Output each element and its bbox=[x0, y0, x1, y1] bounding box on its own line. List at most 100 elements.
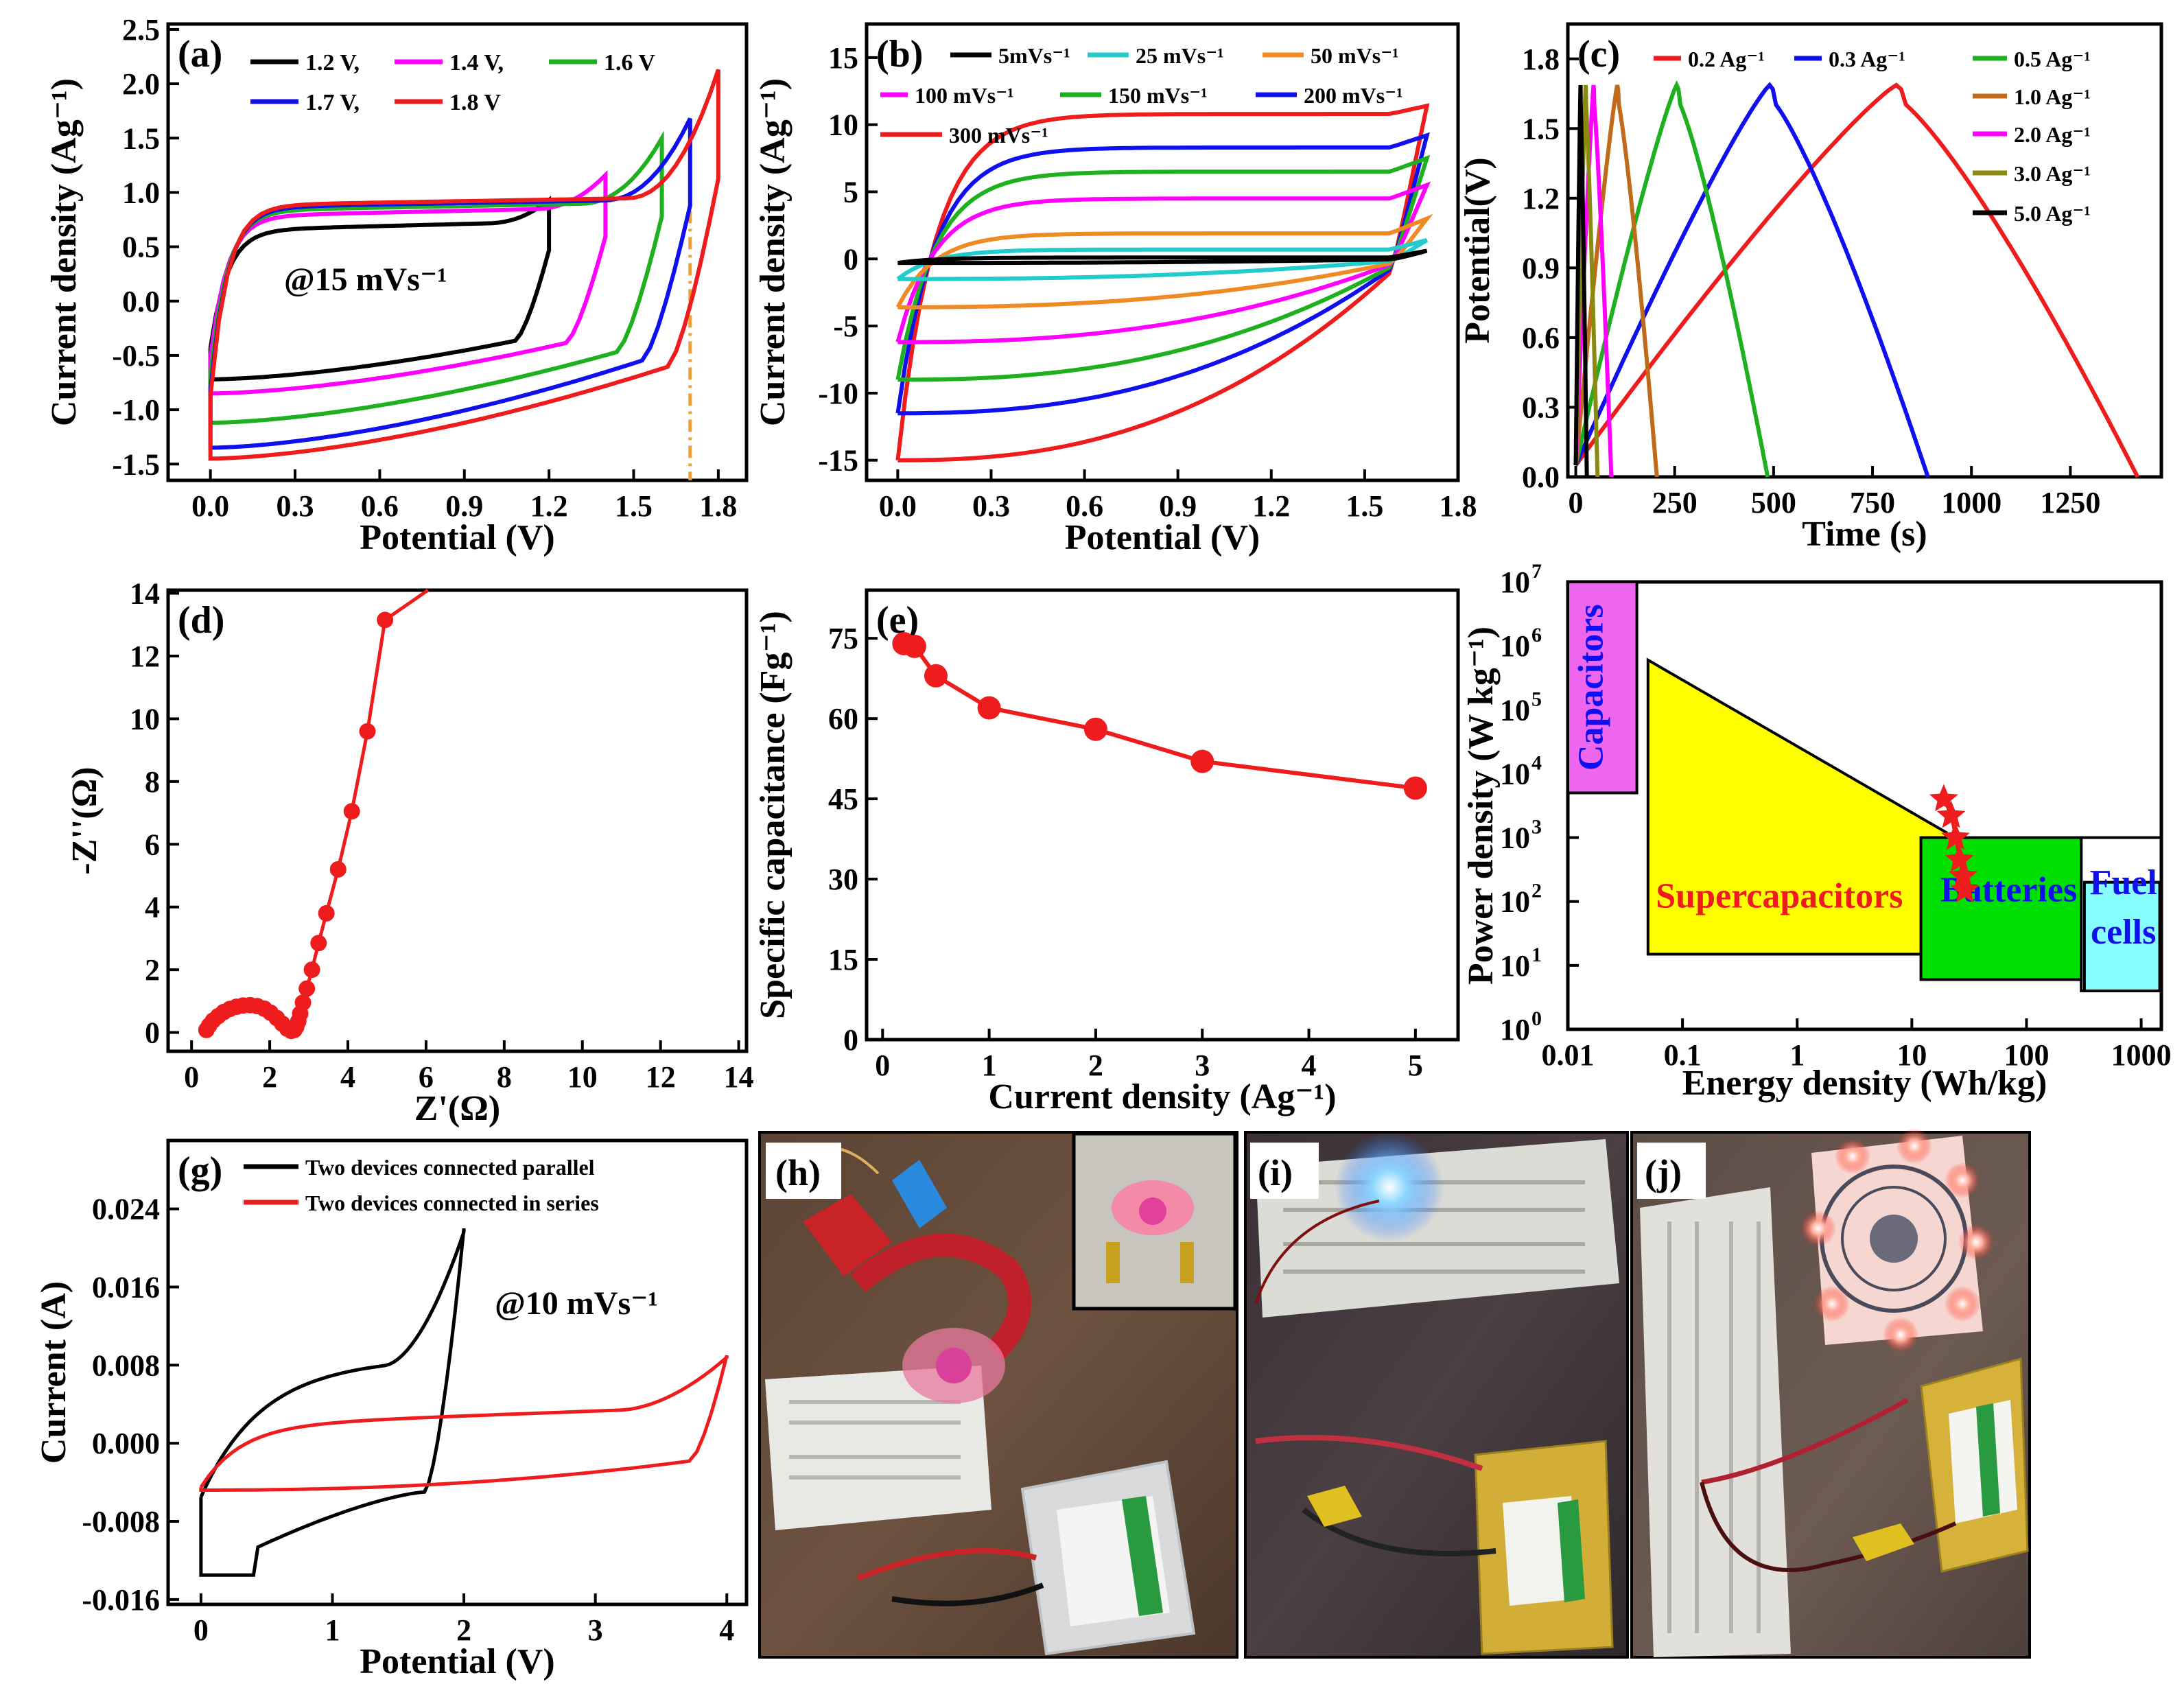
x-tick-label: 0 bbox=[193, 1613, 209, 1647]
legend-label: 1.6 V bbox=[604, 50, 655, 75]
legend-label: 1.8 V bbox=[449, 90, 501, 115]
y-tick-exponent: 0 bbox=[1531, 1007, 1542, 1030]
x-tick-label: 1000 bbox=[1941, 486, 2001, 519]
cells-label: cells bbox=[2091, 913, 2156, 952]
y-tick-label: 0.6 bbox=[1522, 321, 1560, 355]
capacitors-region bbox=[1566, 581, 1639, 795]
gcd-curve-0.5 bbox=[1573, 80, 1770, 478]
y-tick-label: 4 bbox=[145, 891, 160, 924]
x-tick-label: 0 bbox=[1569, 486, 1584, 519]
x-tick-label: 0.1 bbox=[1664, 1038, 1702, 1072]
y-axis-label: Current density (Ag⁻¹) bbox=[45, 78, 84, 426]
y-tick-label: 2 bbox=[145, 953, 160, 987]
alligator-clip-yellow bbox=[1853, 1523, 1914, 1561]
cv-curve-150mVs bbox=[895, 154, 1431, 382]
y-tick-label: 10 bbox=[828, 108, 858, 142]
x-tick-label: 1.5 bbox=[1346, 489, 1383, 523]
plot-frame bbox=[166, 588, 749, 1053]
photo-j-label: (j) bbox=[1645, 1152, 1682, 1193]
x-tick-label: 5 bbox=[1408, 1049, 1423, 1082]
y-axis-label: Potential(V) bbox=[1458, 157, 1497, 343]
y-tick-label: -15 bbox=[818, 444, 858, 478]
nyquist-point bbox=[318, 904, 335, 922]
y-tick-label: 0.008 bbox=[92, 1348, 160, 1382]
legend-label: 100 mVs⁻¹ bbox=[915, 83, 1014, 108]
device-star-marker bbox=[1945, 844, 1974, 872]
plot-frame bbox=[1566, 22, 2163, 479]
legend-label: 0.3 Ag⁻¹ bbox=[1829, 47, 1905, 71]
y-tick-label: 10 bbox=[130, 702, 160, 736]
nyquist-point bbox=[298, 980, 316, 997]
y-tick-label: 14 bbox=[130, 577, 160, 611]
photo-j-led-array-demo: (j) bbox=[1630, 1128, 2031, 1659]
scan-rate-annotation: @10 mVs⁻¹ bbox=[495, 1285, 658, 1322]
x-axis-label: Current density (Ag⁻¹) bbox=[988, 1077, 1336, 1116]
y-tick-label: 0 bbox=[843, 1023, 858, 1057]
legend-label: 300 mVs⁻¹ bbox=[949, 123, 1048, 148]
y-tick-label: 15 bbox=[828, 41, 858, 75]
x-tick-label: 2 bbox=[456, 1613, 471, 1647]
cv-curve-1.2V bbox=[208, 196, 552, 382]
photo-h-fan-demo: (h) bbox=[758, 1131, 1238, 1659]
legend-label: 25 mVs⁻¹ bbox=[1136, 43, 1224, 68]
x-tick-label: 0.3 bbox=[277, 489, 314, 523]
y-axis-label: Current density (Ag⁻¹) bbox=[753, 78, 792, 426]
breadboard bbox=[1640, 1187, 1791, 1657]
y-tick-label: 0.0 bbox=[1522, 460, 1560, 494]
y-tick-label: 75 bbox=[828, 622, 858, 655]
x-tick-label: 1000 bbox=[2111, 1038, 2172, 1072]
panel-label: (c) bbox=[1577, 33, 1620, 75]
legend-label: 0.5 Ag⁻¹ bbox=[2014, 47, 2091, 71]
y-tick-label: 60 bbox=[828, 702, 858, 736]
alligator-clip-blue bbox=[892, 1160, 947, 1228]
y-tick-label: 10 bbox=[1500, 949, 1530, 983]
panel-d-nyquist-plot: 0 2 4 6 8 10 12 14 0 2 4 6 8 10 12 14 Z'(Ω) -Z''(Ω) (d) bbox=[65, 577, 754, 1128]
panel-label: (a) bbox=[178, 33, 222, 75]
alligator-clip-red bbox=[803, 1194, 892, 1276]
y-axis-label: Specific capacitance (Fg⁻¹) bbox=[753, 611, 792, 1019]
y-tick-label: 15 bbox=[828, 943, 858, 977]
x-tick-label: 250 bbox=[1652, 486, 1698, 519]
scan-rate-annotation: @15 mVs⁻¹ bbox=[284, 261, 447, 298]
x-tick-label: 1 bbox=[982, 1049, 997, 1082]
x-tick-label: 4 bbox=[1302, 1049, 1317, 1082]
nyquist-point bbox=[310, 935, 327, 952]
fuel-cells-region bbox=[2082, 880, 2161, 992]
device-star-marker bbox=[1941, 822, 1970, 850]
y-tick-label: 10 bbox=[1500, 629, 1530, 663]
legend-label: 0.2 Ag⁻¹ bbox=[1688, 47, 1765, 71]
plot-frame bbox=[1566, 580, 2163, 1031]
legend-label: 1.7 V, bbox=[305, 90, 360, 115]
y-axis-label: -Z''(Ω) bbox=[65, 767, 104, 874]
y-tick-label: 30 bbox=[828, 863, 858, 896]
y-tick-exponent: 3 bbox=[1531, 816, 1542, 839]
y-tick-label: 2.0 bbox=[122, 67, 160, 101]
gcd-curve-0.3 bbox=[1573, 82, 1930, 478]
y-tick-label: -1.0 bbox=[112, 393, 160, 427]
plot-frame bbox=[865, 588, 1460, 1042]
y-tick-label: -5 bbox=[833, 309, 858, 343]
capacitance-point bbox=[1190, 749, 1214, 773]
photo-h-label: (h) bbox=[775, 1152, 821, 1193]
cv-curve-5mVs bbox=[897, 248, 1428, 266]
cv-curve-200mVs bbox=[895, 132, 1430, 416]
x-axis-label: Potential (V) bbox=[1065, 518, 1260, 557]
panel-label: (b) bbox=[876, 33, 923, 75]
cv-curve-1.6V bbox=[208, 130, 664, 425]
x-tick-label: 14 bbox=[724, 1060, 754, 1094]
nyquist-point bbox=[343, 803, 360, 820]
x-tick-label: 2 bbox=[1088, 1049, 1103, 1082]
blue-led-light bbox=[1335, 1132, 1444, 1242]
panel-a-cv-voltage-window: 0.0 0.3 0.6 0.9 1.2 1.5 1.8 -1.5 -1.0 -0.5 0.0 0.5 1… bbox=[45, 13, 749, 557]
capacitance-point bbox=[924, 664, 948, 688]
legend-label: 1.0 Ag⁻¹ bbox=[2014, 84, 2091, 109]
y-axis-label: Current (A) bbox=[34, 1281, 73, 1464]
y-tick-label: 0.016 bbox=[92, 1270, 160, 1304]
device-star-marker bbox=[1949, 861, 1977, 889]
legend-label: 150 mVs⁻¹ bbox=[1108, 83, 1208, 108]
y-tick-label: 10 bbox=[1500, 1013, 1530, 1046]
legend-label: 5.0 Ag⁻¹ bbox=[2014, 201, 2091, 226]
cv-curve-25mVs bbox=[896, 237, 1429, 281]
